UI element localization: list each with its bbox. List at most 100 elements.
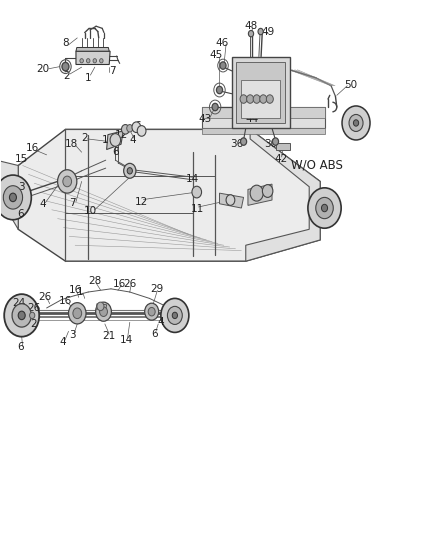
Text: 16: 16 — [113, 279, 126, 288]
Circle shape — [148, 308, 155, 316]
Text: 18: 18 — [65, 139, 78, 149]
Circle shape — [259, 95, 266, 103]
Circle shape — [216, 86, 222, 94]
Polygon shape — [201, 107, 324, 118]
Circle shape — [307, 188, 340, 228]
Text: 10: 10 — [84, 206, 97, 216]
Text: 45: 45 — [209, 50, 222, 60]
Circle shape — [258, 28, 263, 35]
Circle shape — [99, 59, 103, 63]
Circle shape — [160, 298, 188, 333]
Circle shape — [348, 115, 362, 132]
Polygon shape — [201, 128, 324, 134]
Circle shape — [219, 62, 226, 69]
Circle shape — [272, 138, 278, 146]
Text: 16: 16 — [59, 296, 72, 306]
Circle shape — [167, 306, 182, 325]
Text: 14: 14 — [120, 335, 133, 345]
Circle shape — [127, 125, 133, 132]
Text: 30: 30 — [264, 139, 277, 149]
Circle shape — [127, 167, 132, 174]
Text: 20: 20 — [36, 64, 49, 74]
Text: 12: 12 — [114, 130, 127, 140]
Circle shape — [29, 312, 35, 319]
Circle shape — [212, 103, 218, 111]
Circle shape — [12, 304, 31, 327]
Circle shape — [63, 176, 71, 187]
Text: 12: 12 — [134, 197, 148, 207]
Text: 29: 29 — [150, 284, 164, 294]
Circle shape — [341, 106, 369, 140]
Text: 26: 26 — [27, 303, 40, 313]
Text: 2: 2 — [63, 71, 70, 81]
Text: 4: 4 — [129, 135, 136, 145]
Circle shape — [18, 311, 25, 320]
Circle shape — [253, 95, 260, 103]
Circle shape — [99, 307, 107, 317]
Text: 49: 49 — [261, 27, 275, 37]
Polygon shape — [201, 107, 324, 128]
Text: 6: 6 — [17, 342, 24, 352]
Circle shape — [145, 303, 158, 320]
Circle shape — [248, 30, 253, 37]
Polygon shape — [275, 143, 290, 150]
Circle shape — [95, 302, 111, 321]
Circle shape — [86, 59, 90, 63]
Circle shape — [191, 186, 201, 198]
Text: 1: 1 — [85, 73, 91, 83]
Polygon shape — [76, 51, 110, 64]
Text: 1: 1 — [101, 135, 108, 145]
Circle shape — [80, 59, 83, 63]
Text: 48: 48 — [244, 21, 257, 31]
Text: 21: 21 — [102, 330, 116, 341]
Polygon shape — [96, 304, 106, 310]
Circle shape — [124, 164, 136, 178]
Polygon shape — [236, 62, 285, 123]
Circle shape — [172, 312, 177, 319]
Circle shape — [110, 134, 120, 147]
Text: 4: 4 — [39, 199, 46, 209]
Text: 26: 26 — [123, 279, 136, 288]
Polygon shape — [231, 56, 289, 128]
Polygon shape — [219, 193, 243, 208]
Circle shape — [4, 185, 22, 209]
Text: 11: 11 — [191, 204, 204, 214]
Polygon shape — [76, 47, 109, 51]
Circle shape — [73, 308, 81, 319]
Polygon shape — [0, 160, 18, 197]
Polygon shape — [106, 131, 123, 150]
Circle shape — [132, 122, 141, 133]
Circle shape — [240, 138, 246, 146]
Text: 42: 42 — [273, 154, 287, 164]
Circle shape — [246, 95, 253, 103]
Circle shape — [10, 193, 16, 201]
Text: 15: 15 — [15, 154, 28, 164]
Polygon shape — [0, 192, 18, 229]
Text: 4: 4 — [157, 317, 163, 327]
Circle shape — [262, 184, 272, 197]
Text: 16: 16 — [68, 286, 81, 295]
Text: 6: 6 — [134, 121, 140, 131]
Polygon shape — [247, 184, 272, 205]
Text: 50: 50 — [343, 80, 357, 90]
Text: 6: 6 — [112, 147, 118, 157]
Circle shape — [0, 175, 31, 220]
Circle shape — [121, 125, 129, 134]
Text: 2: 2 — [30, 319, 37, 329]
Text: 36: 36 — [230, 139, 243, 149]
Text: 3: 3 — [70, 329, 76, 340]
Text: 26: 26 — [38, 292, 51, 302]
Text: 4: 4 — [60, 337, 66, 347]
Text: 1: 1 — [77, 287, 84, 297]
Circle shape — [321, 204, 327, 212]
Circle shape — [315, 197, 332, 219]
Text: 2: 2 — [81, 133, 88, 143]
Text: 24: 24 — [12, 297, 26, 308]
Circle shape — [353, 120, 358, 126]
Text: 6: 6 — [151, 329, 158, 339]
Text: 7: 7 — [109, 66, 115, 76]
Circle shape — [240, 95, 247, 103]
Circle shape — [97, 302, 104, 311]
Text: 7: 7 — [70, 198, 76, 208]
Text: W/O ABS: W/O ABS — [290, 159, 342, 172]
